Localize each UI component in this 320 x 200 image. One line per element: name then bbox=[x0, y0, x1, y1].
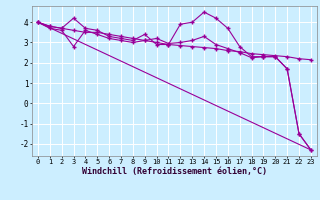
X-axis label: Windchill (Refroidissement éolien,°C): Windchill (Refroidissement éolien,°C) bbox=[82, 167, 267, 176]
